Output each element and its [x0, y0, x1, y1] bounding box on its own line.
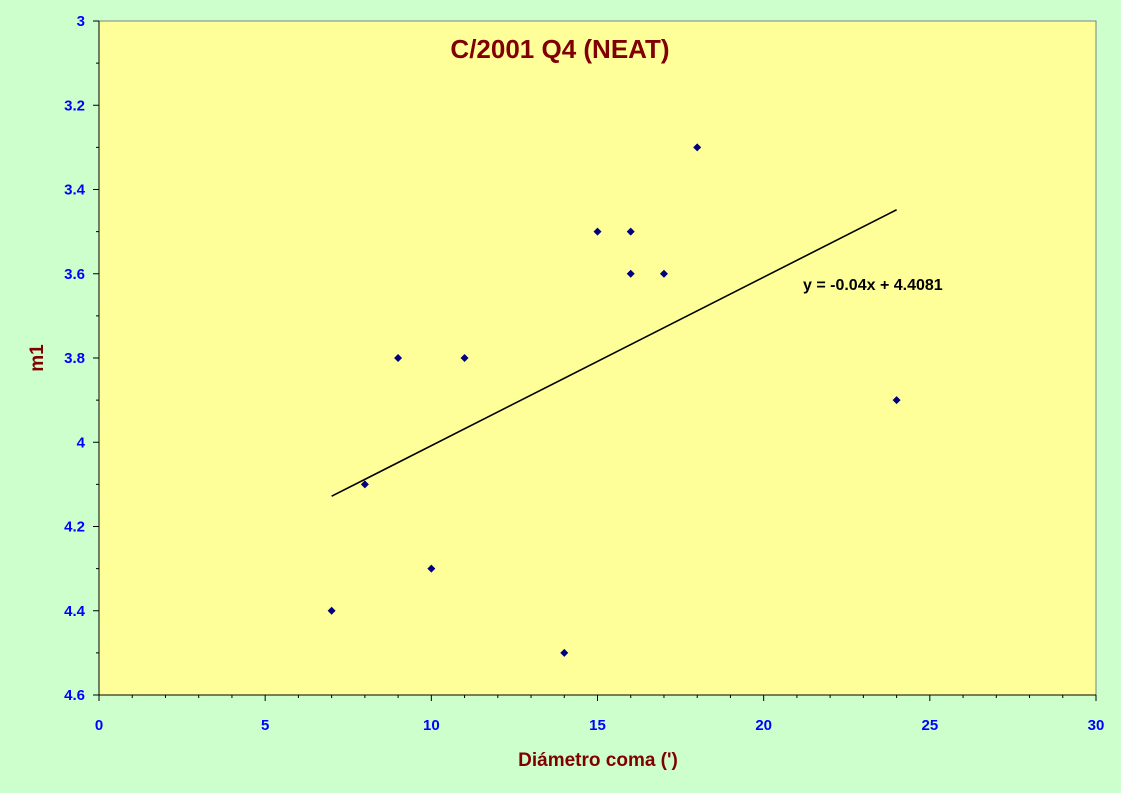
x-tick-label: 30	[1088, 717, 1105, 734]
data-point	[427, 564, 436, 573]
data-point	[360, 480, 369, 489]
data-point	[460, 354, 469, 362]
y-tick-label: 3.6	[64, 266, 85, 283]
x-tick-label: 20	[755, 717, 772, 734]
y-tick-label: 3	[77, 13, 85, 30]
data-point	[394, 354, 403, 362]
plot-area	[98, 20, 1097, 696]
x-tick-label: 10	[423, 717, 440, 734]
data-point	[892, 396, 901, 405]
y-tick-label: 3.4	[64, 182, 86, 199]
data-point	[560, 648, 569, 657]
y-tick-label: 3.2	[64, 97, 85, 114]
chart-title: C/2001 Q4 (NEAT)	[450, 34, 669, 64]
y-axis: 3 3.2 3.4 3.6 3.8 4 4.2 4.4 4.6	[64, 13, 100, 704]
y-tick-label: 4.4	[64, 603, 86, 620]
data-point	[626, 227, 635, 236]
x-tick-label: 25	[921, 717, 938, 734]
data-points	[327, 143, 901, 657]
x-tick-label: 0	[95, 717, 103, 734]
y-tick-label: 4.2	[64, 519, 85, 536]
data-point	[693, 143, 702, 152]
x-tick-label: 5	[261, 717, 269, 734]
x-axis-label: Diámetro coma (')	[518, 750, 678, 771]
data-point	[327, 606, 336, 615]
data-point	[626, 269, 635, 278]
y-axis-label: m1	[27, 344, 48, 372]
y-tick-label: 4.6	[64, 687, 85, 704]
trendline	[331, 209, 897, 497]
data-point	[593, 227, 602, 236]
x-tick-label: 15	[589, 717, 606, 734]
x-axis: 0 5 10 15 20 25 30	[95, 694, 1105, 734]
trendline-equation: y = -0.04x + 4.4081	[803, 277, 943, 294]
y-tick-label: 4	[77, 434, 86, 451]
data-point	[659, 269, 668, 278]
trendline-group	[331, 209, 897, 497]
y-tick-label: 3.8	[64, 350, 85, 367]
